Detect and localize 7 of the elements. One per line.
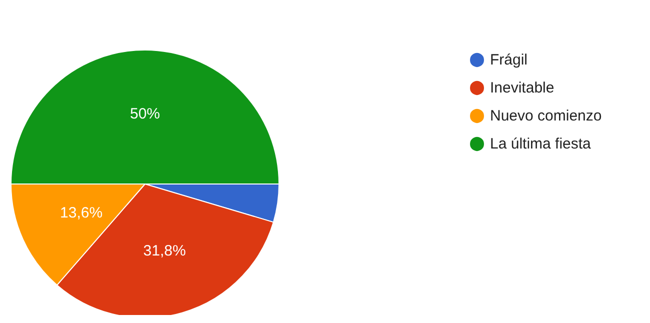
legend-label: Nuevo comienzo [490, 108, 602, 124]
legend-label: Frágil [490, 52, 528, 68]
data-label: 13,6% [60, 204, 103, 222]
legend-label: Inevitable [490, 80, 554, 96]
data-label: 50% [130, 106, 160, 122]
legend-label: La última fiesta [490, 136, 592, 152]
data-label: 31,8% [143, 242, 186, 260]
